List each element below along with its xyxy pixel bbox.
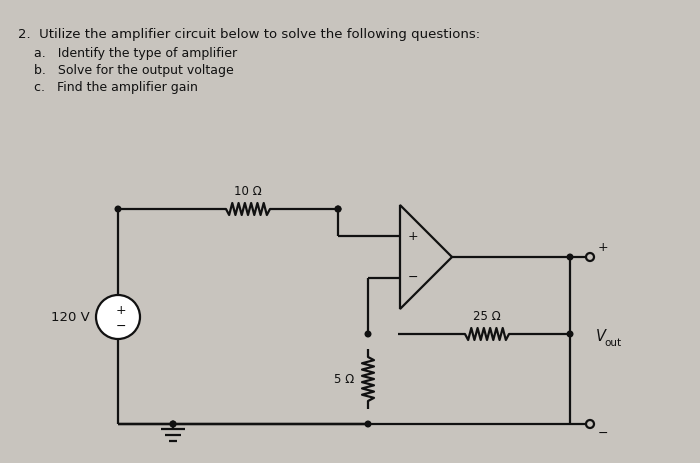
Circle shape [567, 332, 573, 337]
Circle shape [365, 332, 371, 337]
Circle shape [567, 255, 573, 260]
Text: 25 Ω: 25 Ω [473, 309, 501, 322]
Circle shape [586, 253, 594, 262]
Text: 5 Ω: 5 Ω [334, 373, 354, 386]
Text: 120 V: 120 V [51, 311, 90, 324]
Text: −: − [598, 425, 608, 438]
Text: −: − [116, 319, 126, 332]
Circle shape [335, 207, 341, 213]
Circle shape [335, 207, 341, 213]
Text: a.   Identify the type of amplifier: a. Identify the type of amplifier [34, 47, 237, 60]
Circle shape [96, 295, 140, 339]
Circle shape [116, 207, 121, 213]
Circle shape [365, 421, 371, 427]
Text: V: V [596, 328, 606, 343]
Text: 10 Ω: 10 Ω [234, 185, 262, 198]
Text: b.   Solve for the output voltage: b. Solve for the output voltage [34, 64, 234, 77]
Text: 2.  Utilize the amplifier circuit below to solve the following questions:: 2. Utilize the amplifier circuit below t… [18, 28, 480, 41]
Circle shape [170, 421, 176, 427]
Circle shape [170, 421, 176, 427]
Text: +: + [598, 241, 608, 254]
Text: +: + [116, 304, 126, 317]
Text: c.   Find the amplifier gain: c. Find the amplifier gain [34, 81, 198, 94]
Text: out: out [604, 338, 621, 348]
Text: +: + [408, 229, 419, 242]
Circle shape [586, 420, 594, 428]
Text: −: − [408, 271, 419, 284]
